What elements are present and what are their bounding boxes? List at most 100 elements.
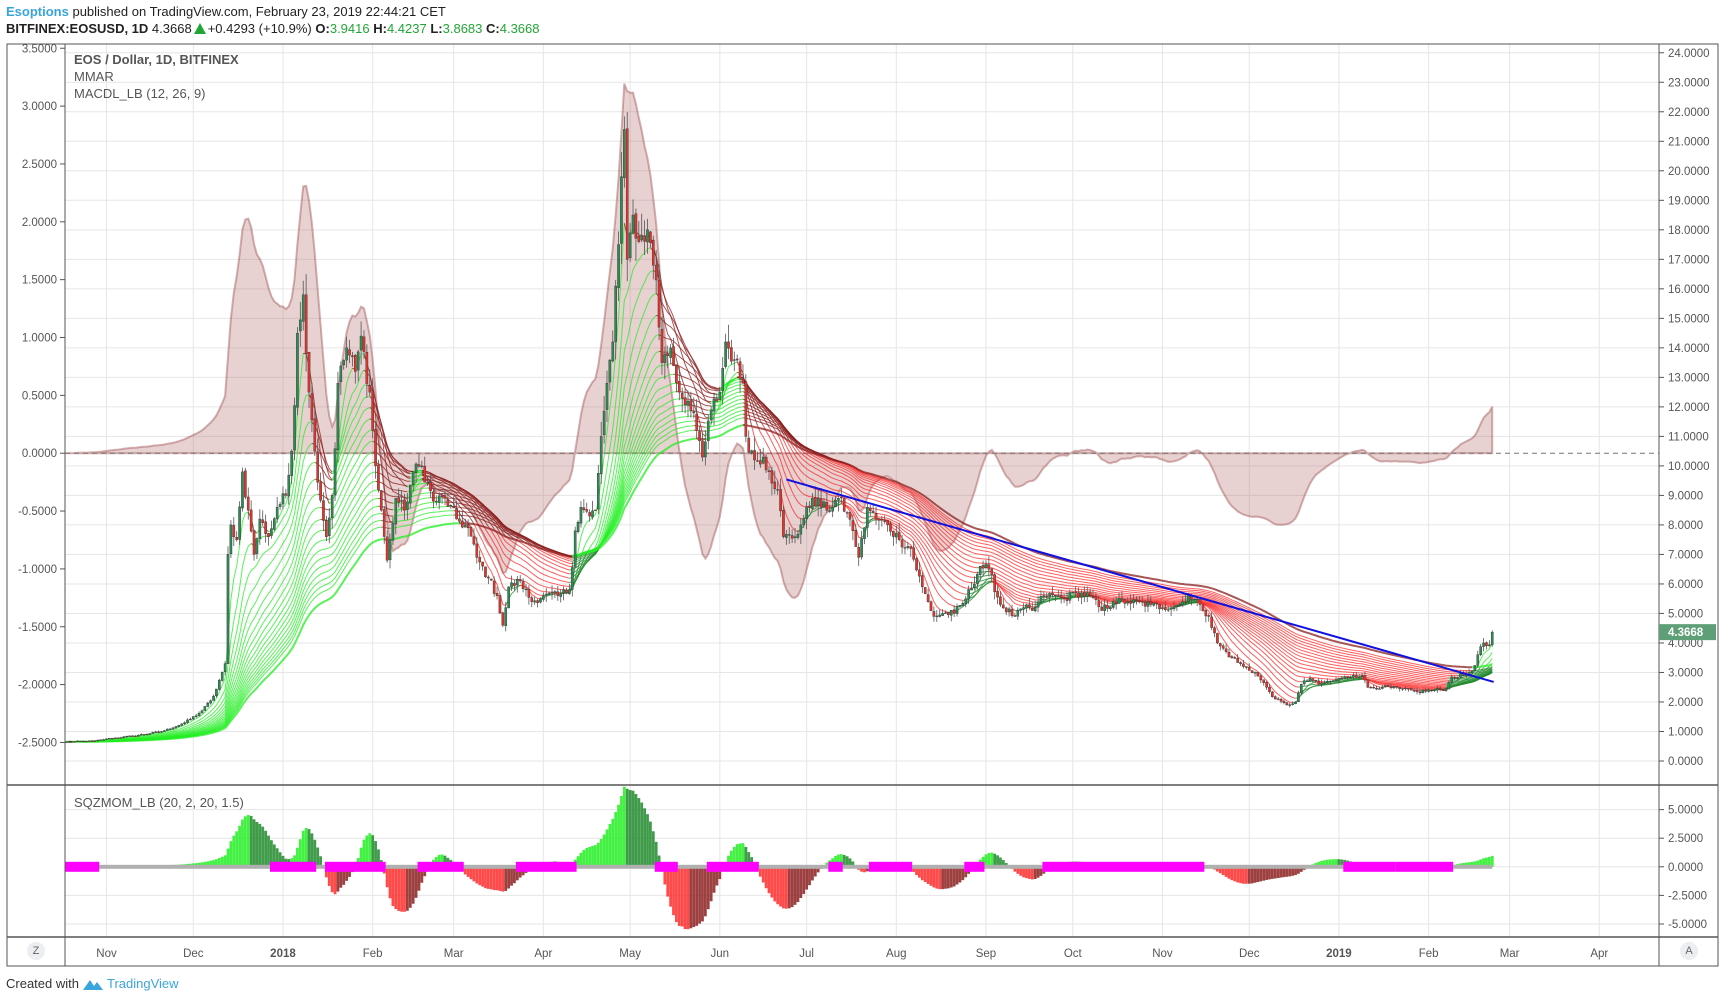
sqzmom-bar — [727, 855, 730, 867]
candle-body — [1138, 600, 1141, 602]
sqzmom-bar — [1473, 861, 1477, 867]
candle-body — [932, 611, 936, 617]
sqzmom-bar — [223, 855, 227, 867]
sqzmom-bar — [677, 866, 681, 926]
left-axis-label: 1.0000 — [22, 333, 57, 345]
candle-body — [495, 592, 499, 596]
sqzmom-bar — [270, 840, 273, 867]
candle-body — [1253, 672, 1257, 674]
tradingview-link[interactable]: TradingView — [106, 976, 179, 991]
squeeze-on-marker — [868, 861, 913, 872]
sqzmom-bar — [1467, 862, 1471, 867]
candle-body — [909, 546, 913, 549]
mmar-ribbon-line — [594, 334, 660, 554]
sqzmom-bar — [669, 866, 673, 907]
candle-body — [99, 739, 103, 741]
candle-body — [1097, 600, 1101, 607]
sqzmom-bar — [805, 866, 809, 890]
sqzmom-bar — [987, 853, 991, 867]
trendline[interactable] — [786, 478, 1494, 683]
sub-axis-label: -2.5000 — [1668, 890, 1707, 902]
mmar-ribbon-line — [1196, 599, 1293, 704]
candle-body — [1343, 676, 1347, 679]
macd-legend[interactable]: MACDL_LB (12, 26, 9) — [74, 86, 206, 101]
candle-body — [990, 568, 994, 575]
mmar-ribbon-line — [809, 451, 1186, 599]
candle-body — [301, 294, 305, 322]
open-label: O: — [315, 21, 330, 36]
candle-body — [1054, 594, 1057, 596]
mmar-ribbon-line — [574, 223, 625, 567]
zoom-reset-button[interactable]: Z — [27, 942, 45, 960]
candle-body — [984, 563, 988, 568]
right-axis-label: 11.0000 — [1668, 431, 1709, 443]
sqzmom-bar — [758, 866, 762, 877]
candle-body — [1062, 597, 1066, 599]
candle-body — [1103, 605, 1106, 612]
sqzmom-bar — [1276, 866, 1280, 878]
mmar-ribbon-line — [597, 350, 660, 551]
sqzmom-bar — [1250, 866, 1254, 884]
candle-body — [657, 279, 661, 328]
sqzmom-bar — [420, 866, 424, 883]
sqzmom-bar — [1242, 866, 1245, 884]
candle-body — [507, 586, 510, 609]
candle-body — [628, 232, 632, 259]
squeeze-on-marker — [1343, 861, 1396, 872]
candle-body — [735, 358, 739, 361]
candle-body — [484, 566, 487, 578]
candle-body — [1412, 690, 1416, 692]
sqzmom-bar — [330, 866, 334, 893]
sqzmom-legend[interactable]: SQZMOM_LB (20, 2, 20, 1.5) — [74, 795, 244, 810]
sqzmom-bar — [1325, 859, 1329, 867]
mmar-ribbon-line — [1090, 595, 1117, 601]
sqzmom-bar — [646, 814, 649, 867]
sqzmom-bar — [1253, 866, 1257, 883]
candle-body — [811, 498, 814, 509]
candle-body — [449, 505, 453, 507]
sqzmom-bar — [235, 831, 239, 867]
candle-body — [863, 527, 866, 539]
mmar-ribbon-line — [864, 515, 874, 519]
sqzmom-bar — [1036, 866, 1040, 878]
candle-body — [790, 535, 794, 539]
sqzmom-histogram — [65, 786, 1494, 930]
mmar-ribbon-line — [459, 522, 573, 558]
sqzmom-bar — [1259, 866, 1263, 882]
sqzmom-bar — [296, 847, 299, 867]
sqzmom-bar — [229, 841, 233, 867]
candle-body — [1004, 607, 1008, 613]
candle-body — [695, 413, 698, 431]
auto-scale-button[interactable]: A — [1680, 942, 1698, 960]
mmar-legend[interactable]: MMAR — [74, 69, 114, 84]
candle-body — [249, 509, 253, 532]
candle-body — [698, 431, 701, 442]
candle-body — [1074, 591, 1077, 593]
sqzmom-bar — [1216, 866, 1219, 872]
candle-body — [1045, 595, 1049, 598]
low-label: L: — [430, 21, 443, 36]
candle-body — [649, 231, 652, 243]
candle-body — [1080, 592, 1083, 598]
candle-body — [611, 341, 615, 362]
sqzmom-bar — [371, 835, 375, 867]
left-axis-label: 2.0000 — [22, 217, 57, 229]
mmar-ribbon-line — [320, 507, 330, 511]
sqzmom-bar — [944, 866, 947, 889]
candle-body — [614, 285, 617, 342]
candle-body — [165, 728, 169, 731]
candle-body — [1213, 627, 1216, 634]
sqzmom-bar — [278, 852, 282, 867]
candle-body — [1421, 689, 1425, 694]
author-link[interactable]: Esoptions — [6, 4, 69, 19]
sqzmom-bar — [643, 808, 646, 867]
last-price-badge — [1659, 624, 1716, 641]
sqzmom-bar — [918, 866, 921, 878]
candle-body — [539, 598, 542, 603]
candle-body — [423, 466, 427, 483]
candle-body — [967, 589, 970, 600]
candle-body — [1239, 662, 1242, 664]
axes[interactable]: 0.0000 1.0000 2.0000 3.0000 4.0000 5.0000 6.00… — [18, 43, 1716, 960]
candle-body — [440, 494, 444, 497]
